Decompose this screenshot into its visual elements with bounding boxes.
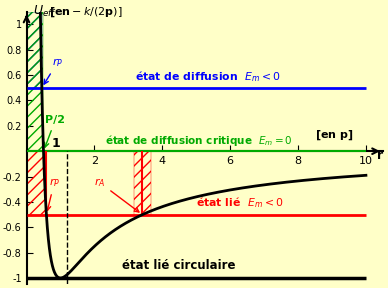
Text: 1: 1 xyxy=(52,137,61,150)
Text: $\mathbf{[en\ p]}$: $\mathbf{[en\ p]}$ xyxy=(315,128,353,141)
Text: état lié circulaire: état lié circulaire xyxy=(121,259,235,272)
Text: $r_A$: $r_A$ xyxy=(94,177,139,212)
Text: $r_P$: $r_P$ xyxy=(46,177,60,211)
Text: $r_P$: $r_P$ xyxy=(44,56,63,84)
Text: P/2: P/2 xyxy=(45,115,65,147)
Text: $\mathbf{[en} - k/(2\mathbf{p})]$: $\mathbf{[en} - k/(2\mathbf{p})]$ xyxy=(48,6,122,19)
Text: $\mathbf{r}$: $\mathbf{r}$ xyxy=(376,149,384,162)
Text: état lié  $E_m < 0$: état lié $E_m < 0$ xyxy=(196,195,284,210)
Text: état de diffusion critique  $E_m = 0$: état de diffusion critique $E_m = 0$ xyxy=(105,132,293,147)
Text: $U_{eff}$: $U_{eff}$ xyxy=(33,4,56,19)
Text: état de diffusion  $E_m < 0$: état de diffusion $E_m < 0$ xyxy=(135,69,281,84)
